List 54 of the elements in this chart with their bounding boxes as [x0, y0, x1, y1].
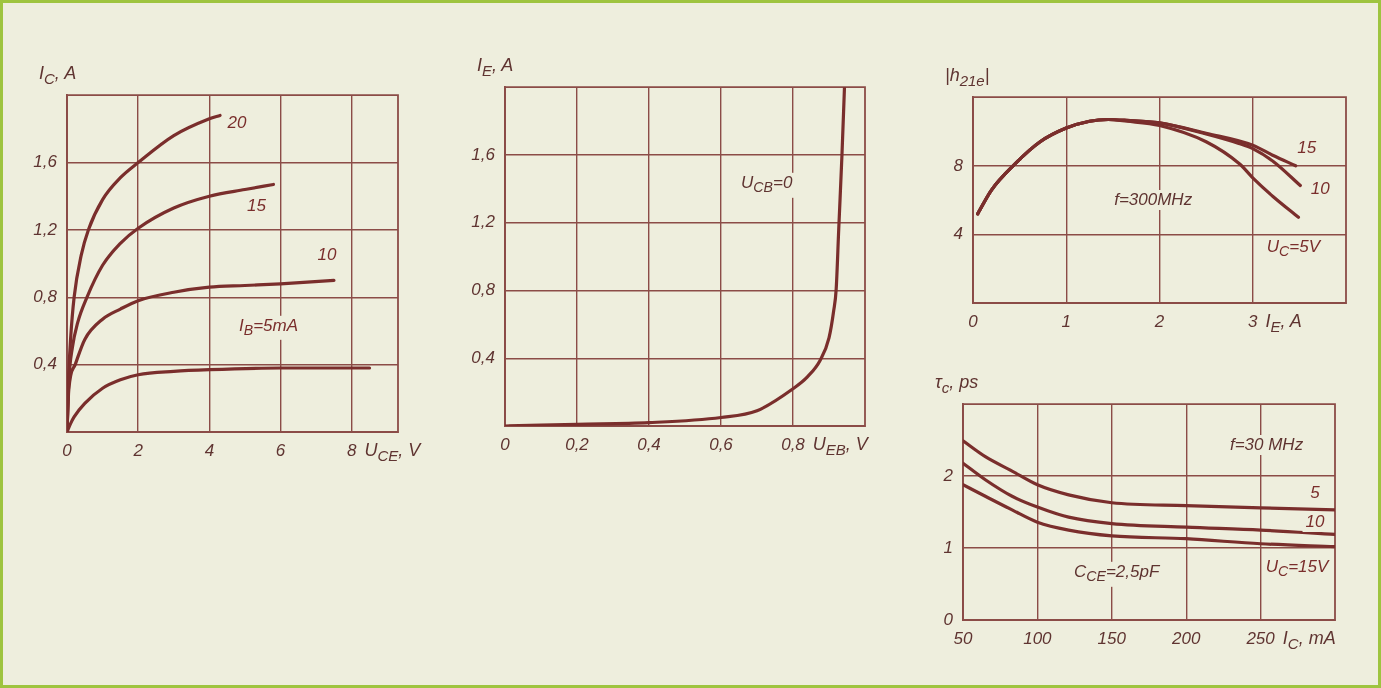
- x-tick-label: 4: [204, 440, 215, 460]
- x-tick-label: 0,2: [565, 434, 590, 454]
- x-tick-label: 6: [275, 440, 286, 460]
- y-axis-title: I$_{C}$, A: [39, 63, 77, 89]
- y-tick-label: 1,2: [33, 219, 58, 239]
- series-label: 5: [1307, 482, 1323, 503]
- y-tick-label: 1,6: [33, 152, 58, 172]
- series-label: 15: [1294, 137, 1320, 158]
- y-tick-label: 0,8: [471, 280, 496, 300]
- y-tick-label: 1: [943, 537, 953, 557]
- x-tick-label: 2: [132, 440, 144, 460]
- y-tick-label: 1,2: [471, 212, 496, 232]
- series-label: 20: [224, 113, 250, 134]
- series-label: 10: [314, 245, 340, 266]
- series-label: U$_{C}$=15V: [1262, 556, 1332, 581]
- x-tick-label: 0: [968, 311, 979, 331]
- x-tick-label: 0,8: [781, 434, 806, 454]
- x-tick-label: 1: [1061, 311, 1071, 331]
- x-tick-label: 0: [62, 440, 73, 460]
- y-tick-label: 4: [953, 224, 963, 244]
- x-axis-title: I$_{E}$, A: [1265, 311, 1302, 337]
- x-tick-label: 0: [500, 434, 511, 454]
- x-tick-label: 50: [953, 628, 973, 648]
- annotation: C$_{CE}$=2,5pF: [1070, 562, 1163, 587]
- annotation: f=300MHz: [1111, 190, 1196, 211]
- series-label: 10: [1307, 178, 1333, 199]
- series-label: 10: [1302, 512, 1328, 533]
- y-axis-title: τ$_{c}$, ps: [935, 372, 979, 398]
- series-label: U$_{C}$=5V: [1263, 237, 1324, 262]
- y-tick-label: 0,8: [33, 287, 58, 307]
- x-axis-title: I$_{C}$, mA: [1282, 628, 1336, 654]
- y-tick-label: 2: [942, 465, 954, 485]
- x-axis-title: U$_{CE}$, V: [364, 440, 421, 466]
- x-tick-label: 250: [1245, 628, 1276, 648]
- x-tick-label: 150: [1097, 628, 1127, 648]
- x-tick-label: 0,4: [637, 434, 661, 454]
- x-tick-label: 2: [1153, 311, 1165, 331]
- y-tick-label: 0,4: [471, 347, 495, 367]
- x-tick-label: 3: [1248, 311, 1259, 331]
- y-axis-title: |h$_{21e}$|: [945, 65, 990, 91]
- y-axis-title: I$_{E}$, A: [477, 55, 514, 81]
- series-label: 15: [243, 196, 269, 217]
- x-tick-label: 0,6: [709, 434, 734, 454]
- y-tick-label: 8: [953, 155, 964, 175]
- y-tick-label: 0: [943, 609, 954, 629]
- annotation: U$_{CB}$=0: [738, 173, 796, 198]
- x-tick-label: 200: [1171, 628, 1201, 648]
- y-tick-label: 1,6: [471, 144, 496, 164]
- x-axis-title: U$_{EB}$, V: [812, 434, 868, 460]
- x-tick-label: 8: [347, 440, 357, 460]
- series-label: I$_{B}$=5mA: [235, 315, 302, 341]
- annotation: f=30 MHz: [1226, 434, 1307, 455]
- x-tick-label: 100: [1023, 628, 1053, 648]
- y-tick-label: 0,4: [33, 354, 57, 374]
